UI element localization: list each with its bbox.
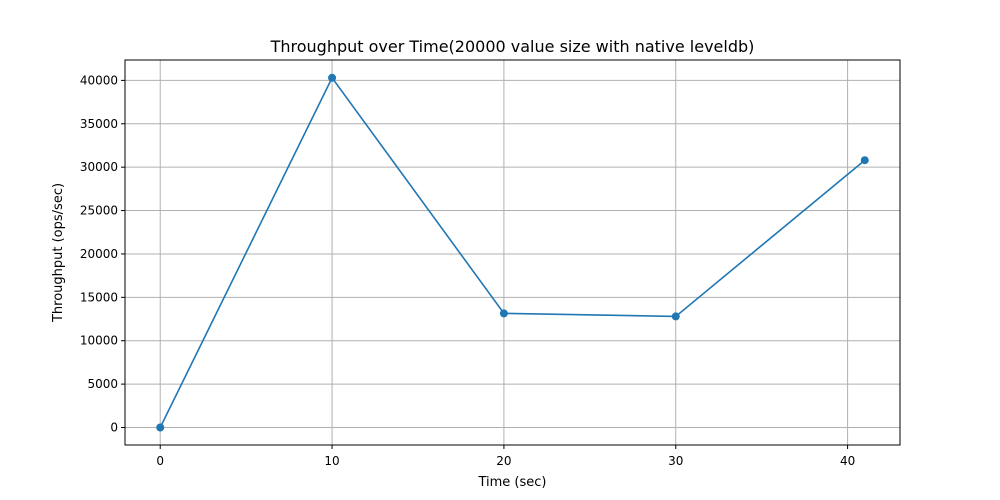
grid (125, 60, 900, 445)
data-point (328, 73, 337, 82)
y-axis-label: Throughput (ops/sec) (51, 183, 66, 323)
chart-title: Throughput over Time(20000 value size wi… (270, 37, 755, 56)
x-tick-label: 40 (840, 454, 855, 468)
y-tick-label: 30000 (80, 160, 118, 174)
series-layer (156, 73, 869, 432)
x-tick-label: 0 (156, 454, 164, 468)
x-tick-label: 10 (324, 454, 339, 468)
x-tick-label: 20 (496, 454, 511, 468)
data-point (860, 156, 869, 165)
data-point (156, 423, 165, 432)
y-tick-label: 15000 (80, 290, 118, 304)
data-point (499, 309, 508, 318)
x-axis-label: Time (sec) (477, 475, 546, 490)
y-tick-label: 5000 (87, 377, 118, 391)
y-tick-label: 40000 (80, 73, 118, 87)
y-tick-label: 35000 (80, 117, 118, 131)
data-point (671, 312, 680, 321)
y-axis-ticks: 0 5000 10000 15000 20000 25000 30000 35000 40000 (80, 73, 125, 435)
y-tick-label: 0 (110, 421, 118, 435)
y-tick-label: 25000 (80, 204, 118, 218)
y-tick-label: 10000 (80, 334, 118, 348)
series-line (159, 76, 866, 428)
x-axis-ticks: 0 10 20 30 40 (156, 445, 855, 468)
x-tick-label: 30 (668, 454, 683, 468)
y-tick-label: 20000 (80, 247, 118, 261)
plot-frame (124, 59, 901, 446)
